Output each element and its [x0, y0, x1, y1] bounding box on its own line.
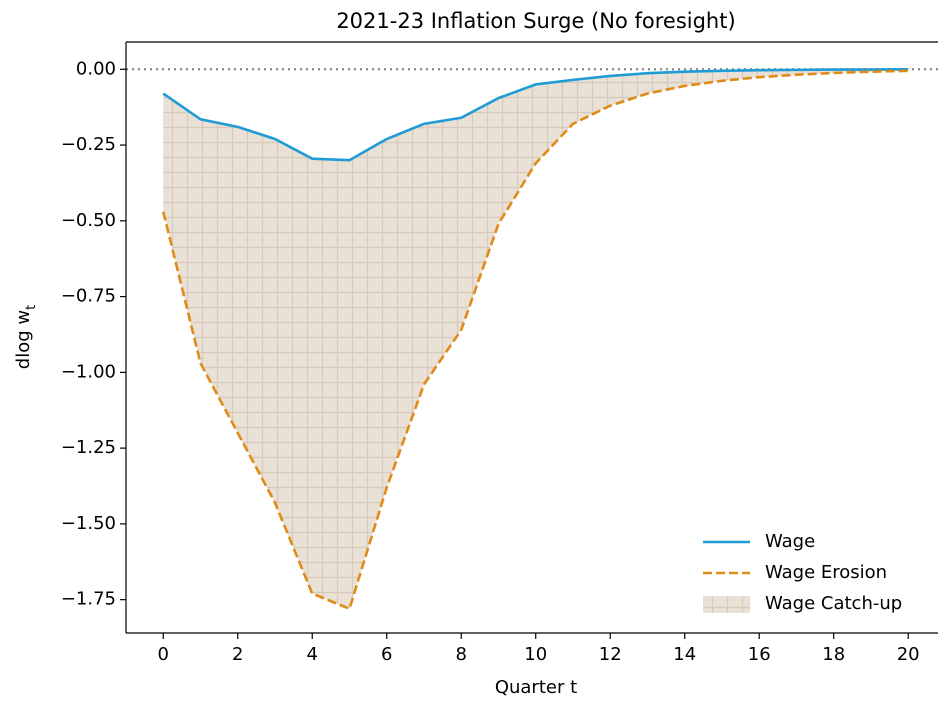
x-tick-label: 6: [381, 644, 392, 665]
x-tick-label: 20: [897, 644, 920, 665]
legend-swatch: [703, 596, 750, 613]
y-tick-label: −0.50: [61, 210, 116, 231]
x-tick-label: 18: [822, 644, 845, 665]
x-tick-label: 4: [307, 644, 318, 665]
x-tick-label: 2: [232, 644, 243, 665]
x-tick-label: 8: [456, 644, 467, 665]
chart-title: 2021-23 Inflation Surge (No foresight): [336, 9, 735, 33]
x-tick-label: 10: [524, 644, 547, 665]
x-tick-label: 12: [599, 644, 622, 665]
plot-area: [126, 67, 938, 611]
x-tick-label: 0: [158, 644, 169, 665]
y-tick-label: −0.25: [61, 134, 116, 155]
y-tick-label: −1.00: [61, 361, 116, 382]
x-tick-label: 16: [748, 644, 771, 665]
y-tick-label: −0.75: [61, 286, 116, 307]
x-axis-label: Quarter t: [495, 677, 577, 698]
legend-label: Wage Catch-up: [765, 593, 902, 614]
x-tick-label: 14: [673, 644, 696, 665]
y-tick-label: −1.75: [61, 589, 116, 610]
legend-label: Wage: [765, 531, 815, 552]
y-tick-label: 0.00: [76, 58, 116, 79]
y-axis-label: dlog wt: [13, 305, 39, 369]
legend-label: Wage Erosion: [765, 562, 887, 583]
y-tick-label: −1.25: [61, 437, 116, 458]
catch-up-area: [163, 69, 909, 609]
y-tick-label: −1.50: [61, 513, 116, 534]
series-line: [162, 67, 909, 162]
series-line: [161, 69, 909, 611]
